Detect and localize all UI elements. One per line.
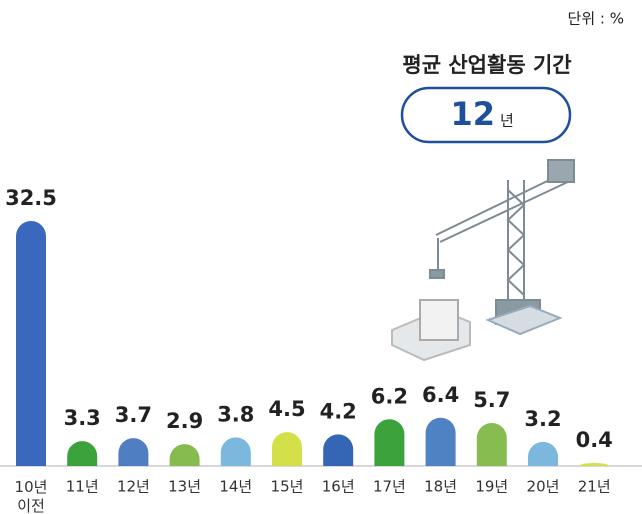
value-label: 4.2 (320, 399, 357, 423)
bar (221, 437, 251, 466)
bar (16, 221, 46, 466)
bar (323, 434, 353, 466)
average-value: 12 (450, 95, 495, 133)
x-tick-label: 20년 (527, 478, 560, 496)
bar (170, 444, 200, 466)
value-label: 3.7 (115, 403, 152, 427)
x-tick-label: 13년 (168, 478, 201, 496)
average-unit: 년 (500, 112, 514, 130)
crane-illustration (392, 160, 574, 360)
average-title: 평균 산업활동 기간 (402, 53, 571, 77)
x-tick-label: 19년 (475, 478, 508, 496)
x-tick-label: 11년 (66, 478, 99, 496)
value-label: 3.2 (524, 407, 561, 431)
bar (374, 419, 404, 466)
value-label: 6.4 (422, 383, 459, 407)
value-label: 3.8 (217, 402, 254, 426)
bar (426, 418, 456, 466)
bar (528, 442, 558, 466)
bar (67, 441, 97, 466)
x-tick-label: 12년 (117, 478, 150, 496)
value-label: 6.2 (371, 384, 408, 408)
bar (477, 423, 507, 466)
value-label: 4.5 (268, 397, 305, 421)
value-label: 5.7 (473, 388, 510, 412)
bar (118, 438, 148, 466)
value-label: 32.5 (5, 186, 57, 210)
chart: 단위 : % 평균 산업활동 기간 12 년 32.5 10년이전 3.3 11년 3.… (0, 0, 642, 514)
x-tick-label: 16년 (322, 478, 355, 496)
x-tick-label: 18년 (424, 478, 457, 496)
x-tick-label: 14년 (219, 478, 252, 496)
x-tick-label: 15년 (271, 478, 304, 496)
value-label: 0.4 (576, 428, 613, 452)
x-tick-label: 17년 (373, 478, 406, 496)
value-label: 2.9 (166, 409, 203, 433)
unit-label: 단위 : % (568, 10, 624, 28)
value-label: 3.3 (64, 406, 101, 430)
x-tick-label: 21년 (578, 478, 611, 496)
bar (579, 463, 609, 466)
bar (272, 432, 302, 466)
